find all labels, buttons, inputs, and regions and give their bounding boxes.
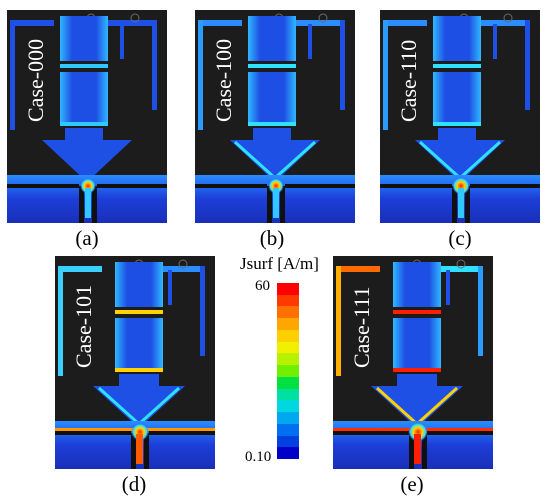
panel-case-101: Case-101 — [55, 256, 215, 469]
case-label: Case-101 — [71, 285, 96, 368]
color-scale-segment — [277, 306, 299, 319]
caption-a: (a) — [75, 226, 99, 250]
color-scale-segment — [277, 376, 299, 389]
caption-b: (b) — [259, 226, 285, 250]
panel-case-100: Case-100 — [195, 10, 355, 223]
panel-case-110: Case-110 — [380, 10, 540, 223]
case-label: Case-000 — [23, 39, 48, 122]
color-scale-segment — [277, 329, 299, 342]
legend-min-label: 0.10 — [245, 449, 272, 465]
color-scale-segment — [277, 423, 299, 436]
case-label: Case-100 — [211, 39, 236, 122]
color-scale-segment — [277, 447, 299, 460]
color-scale-segment — [277, 341, 299, 354]
current-distribution-plot: Case-111 — [333, 256, 493, 469]
legend-title: Jsurf [A/m] — [240, 254, 319, 273]
color-scale-segment — [277, 318, 299, 330]
caption-e: (e) — [400, 472, 424, 496]
color-scale-segment — [277, 435, 299, 448]
color-scale-bar — [277, 283, 299, 460]
color-scale-segment — [277, 283, 299, 295]
color-scale-segment — [277, 412, 299, 424]
color-scale-segment — [277, 294, 299, 307]
current-distribution-plot: Case-100 — [195, 10, 355, 223]
panel-case-111: Case-111 — [333, 256, 493, 469]
color-scale-segment — [277, 353, 299, 366]
case-label: Case-111 — [349, 287, 374, 368]
color-scale-segment — [277, 400, 299, 413]
legend-max-label: 60 — [255, 278, 270, 294]
caption-d: (d) — [121, 472, 147, 496]
panel-case-000: Case-000 — [7, 10, 167, 223]
color-scale-segment — [277, 365, 299, 377]
current-distribution-plot: Case-110 — [380, 10, 540, 223]
color-scale-segment — [277, 388, 299, 401]
current-distribution-plot: Case-000 — [7, 10, 167, 223]
case-label: Case-110 — [396, 40, 421, 122]
current-distribution-plot: Case-101 — [55, 256, 215, 469]
caption-c: (c) — [448, 226, 472, 250]
